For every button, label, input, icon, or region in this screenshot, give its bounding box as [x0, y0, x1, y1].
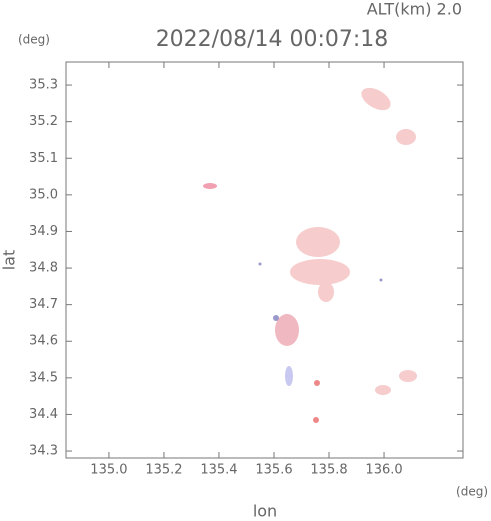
echo: [258, 262, 262, 266]
echo: [396, 129, 416, 145]
y-axis-label: lat: [0, 250, 19, 271]
y-tick-label: 35.2: [29, 114, 58, 129]
echoes: [203, 87, 417, 423]
x-tick-label: 136.0: [365, 463, 402, 478]
x-tick-label: 135.2: [145, 463, 182, 478]
echo: [379, 278, 383, 282]
echo: [296, 227, 340, 257]
plot-frame: [65, 61, 464, 459]
x-tick-label: 135.4: [200, 463, 237, 478]
y-tick-label: 34.8: [29, 261, 58, 276]
echo: [290, 259, 350, 285]
subtitle: ALT(km) 2.0: [367, 0, 462, 19]
x-tick-label: 135.8: [310, 463, 347, 478]
y-tick-label: 34.4: [29, 407, 58, 422]
y-unit: (deg): [18, 33, 50, 47]
echo: [275, 314, 299, 346]
x-tick-label: 135.0: [90, 463, 127, 478]
x-unit: (deg): [456, 485, 488, 499]
y-tick-label: 34.9: [29, 224, 58, 239]
y-tick-label: 34.3: [29, 444, 58, 459]
x-tick-label: 135.6: [255, 463, 292, 478]
echo: [318, 282, 334, 302]
y-tick-label: 35.3: [29, 78, 58, 93]
y-tick-label: 35.1: [29, 151, 58, 166]
x-axis-label: lon: [253, 502, 277, 521]
y-tick-label: 34.6: [29, 334, 58, 349]
y-tick-label: 34.7: [29, 297, 58, 312]
echo: [273, 315, 279, 321]
echo: [375, 385, 391, 395]
echo: [313, 417, 319, 423]
echo: [285, 366, 293, 386]
echo: [314, 380, 320, 386]
y-tick-label: 35.0: [29, 187, 58, 202]
echo: [361, 87, 391, 111]
echo: [399, 370, 417, 382]
y-tick-label: 34.5: [29, 370, 58, 385]
echo: [203, 183, 217, 189]
chart-title: 2022/08/14 00:07:18: [156, 27, 389, 52]
